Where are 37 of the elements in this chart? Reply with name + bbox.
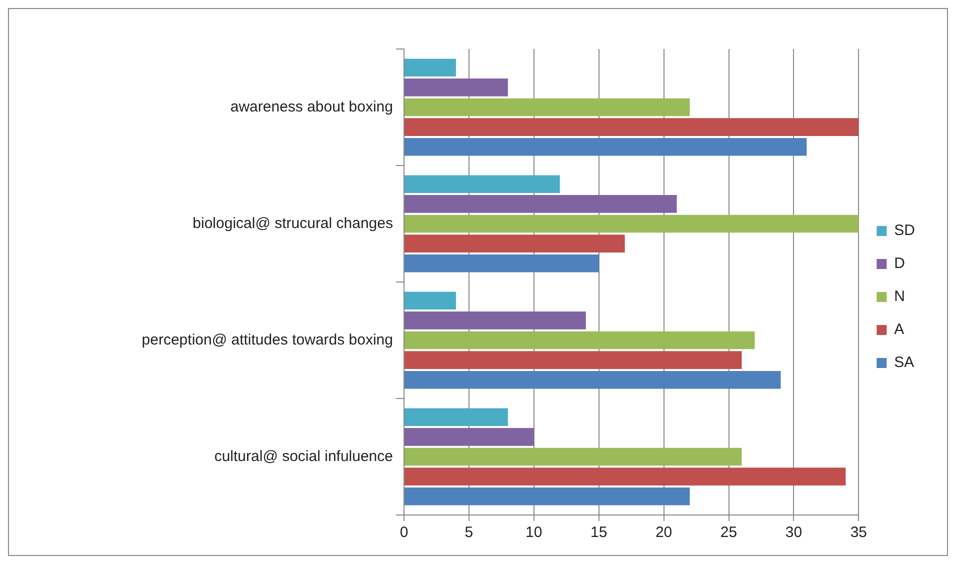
x-tick-label: 15 — [590, 524, 608, 542]
bar — [404, 58, 456, 77]
legend-label: N — [894, 288, 906, 306]
bar — [404, 138, 807, 156]
x-tick-label: 0 — [400, 524, 408, 542]
bar — [404, 331, 755, 350]
x-tick-label: 25 — [720, 524, 738, 542]
bar — [404, 428, 534, 446]
x-tick-label: 10 — [526, 524, 542, 542]
legend-label: SA — [894, 354, 914, 372]
bar — [404, 448, 742, 466]
bar — [404, 408, 508, 426]
y-tick-label: biological@ strucural changes — [192, 214, 393, 232]
y-tick-label: cultural@ social infuluence — [214, 448, 393, 465]
x-tick-label: 35 — [850, 524, 868, 542]
bar — [404, 312, 586, 330]
bar — [404, 370, 781, 389]
bar — [404, 254, 599, 272]
legend-label: SD — [894, 222, 916, 240]
x-tick-label: 5 — [464, 524, 474, 542]
y-tick-label: perception@ attitudes towards boxing — [142, 331, 393, 348]
bar — [404, 195, 677, 213]
bar — [404, 98, 690, 116]
legend-label: A — [894, 321, 904, 338]
bar — [404, 351, 742, 369]
bar — [404, 175, 560, 194]
x-tick-label: 30 — [785, 524, 802, 542]
bar — [404, 468, 846, 486]
y-tick-label: awareness about boxing — [230, 98, 393, 116]
bar — [404, 78, 508, 96]
x-tick-label: 20 — [655, 524, 672, 542]
bar — [404, 118, 859, 136]
legend-label: D — [894, 255, 906, 272]
bar — [404, 234, 625, 252]
bar — [404, 292, 456, 310]
bar — [404, 214, 859, 233]
bar — [404, 487, 690, 506]
